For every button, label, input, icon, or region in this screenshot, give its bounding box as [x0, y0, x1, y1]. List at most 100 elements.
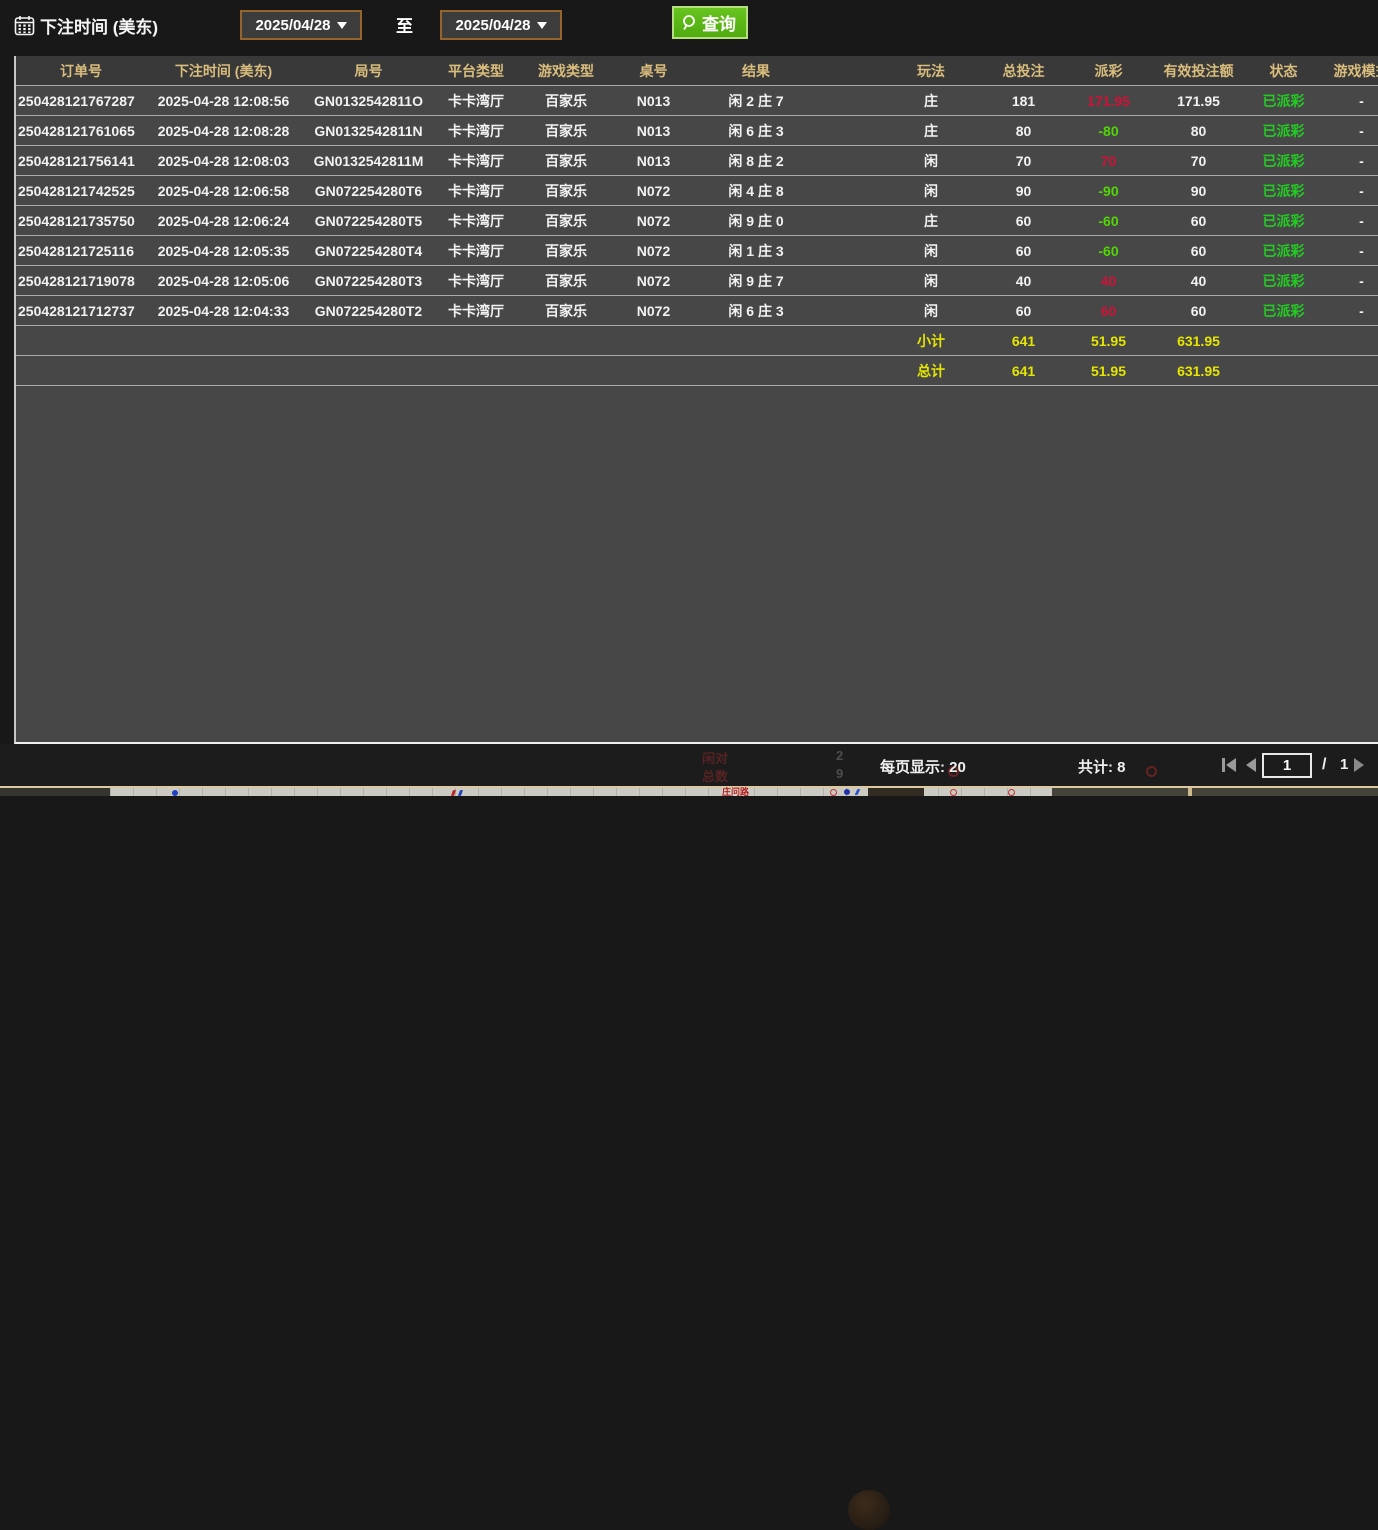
cell-payout: 60 — [1100, 302, 1117, 319]
cell-game-type: 百家乐 — [545, 212, 587, 229]
pagination-bar: 闲对 总数 2 9 每页显示: 20 共计: 8 / 1 — [0, 744, 1378, 1530]
cell-result: 闲 2 庄 7 — [728, 92, 784, 109]
cell-total-bet: 70 — [1015, 152, 1032, 169]
cell-order-id: 250428121719078 — [18, 272, 135, 289]
search-button-label: 查询 — [702, 15, 736, 34]
cell-bet-time: 2025-04-28 12:08:56 — [157, 92, 290, 109]
cell-total-bet: 60 — [1015, 212, 1032, 229]
cell-status: 已派彩 — [1262, 122, 1305, 139]
cell-valid-bet: 171.95 — [1177, 92, 1220, 109]
table-row: 250428121725116 2025-04-28 12:05:35 GN0722… — [16, 236, 1378, 266]
filter-title-label: 下注时间 (美东) — [40, 18, 159, 37]
cell-round-id: GN0132542811M — [313, 152, 424, 169]
underlying-dark-left — [0, 788, 110, 796]
table-body: 250428121767287 2025-04-28 12:08:56 GN0132… — [16, 86, 1378, 386]
total-row-value: 51.95 — [1090, 362, 1127, 379]
cell-platform: 卡卡湾厅 — [448, 272, 504, 289]
underlying-dark-block — [868, 788, 924, 796]
cell-play: 庄 — [924, 92, 938, 109]
table-row: 250428121761065 2025-04-28 12:08:28 GN0132… — [16, 116, 1378, 146]
cell-game-type: 百家乐 — [545, 152, 587, 169]
page-title: 下注时间 (美东) — [14, 13, 158, 38]
cell-order-id: 250428121756141 — [18, 152, 135, 169]
cell-total-bet: 60 — [1015, 242, 1032, 259]
column-header: 游戏模式 — [1333, 62, 1378, 79]
cell-total-bet: 90 — [1015, 182, 1032, 199]
column-header: 结果 — [742, 62, 770, 79]
cell-status: 已派彩 — [1262, 152, 1305, 169]
column-header: 有效投注额 — [1163, 62, 1234, 79]
cell-total-bet: 40 — [1015, 272, 1032, 289]
cell-valid-bet: 60 — [1190, 302, 1207, 319]
cell-game-type: 百家乐 — [545, 242, 587, 259]
cell-platform: 卡卡湾厅 — [448, 302, 504, 319]
column-header: 局号 — [354, 62, 383, 79]
cell-table-no: N072 — [636, 242, 671, 259]
cell-round-id: GN072254280T4 — [314, 242, 423, 259]
table-row: 250428121735750 2025-04-28 12:06:24 GN0722… — [16, 206, 1378, 236]
total-row-value: 631.95 — [1177, 362, 1220, 379]
cell-round-id: GN072254280T5 — [314, 212, 423, 229]
cell-platform: 卡卡湾厅 — [448, 122, 504, 139]
total-pages-label: 1 — [1340, 756, 1349, 773]
date-to-value: 2025/04/28 — [455, 16, 531, 34]
cell-valid-bet: 70 — [1190, 152, 1207, 169]
cell-total-bet: 60 — [1015, 302, 1032, 319]
cell-game-mode: - — [1359, 242, 1364, 259]
page-number-input[interactable] — [1262, 753, 1312, 778]
cell-payout: 40 — [1100, 272, 1117, 289]
cell-table-no: N072 — [636, 272, 671, 289]
per-page-label: 每页显示: 20 — [880, 759, 966, 776]
column-header: 派彩 — [1094, 62, 1123, 79]
column-header: 状态 — [1269, 62, 1298, 79]
cell-round-id: GN072254280T3 — [314, 272, 423, 289]
cell-table-no: N072 — [636, 182, 671, 199]
first-page-button[interactable] — [1226, 758, 1236, 772]
cell-order-id: 250428121742525 — [18, 182, 135, 199]
cell-valid-bet: 90 — [1190, 182, 1207, 199]
search-icon — [681, 14, 699, 32]
date-to-picker[interactable]: 2025/04/28 — [440, 10, 562, 40]
cell-bet-time: 2025-04-28 12:06:58 — [157, 182, 290, 199]
cell-game-type: 百家乐 — [545, 182, 587, 199]
cell-bet-time: 2025-04-28 12:05:06 — [157, 272, 290, 289]
bleed-count-value: 9 — [836, 766, 844, 781]
table-header-row: 订单号 下注时间 (美东) 局号 平台类型 游戏类型 桌号 结果 玩法 总投注 派彩 有效投注额 状态… — [16, 56, 1378, 86]
cell-result: 闲 6 庄 3 — [728, 122, 784, 139]
date-from-picker[interactable]: 2025/04/28 — [240, 10, 362, 40]
cell-payout: -90 — [1098, 182, 1119, 199]
cell-result: 闲 9 庄 0 — [728, 212, 784, 229]
cell-game-type: 百家乐 — [545, 272, 587, 289]
chevron-down-icon — [536, 21, 547, 29]
cell-bet-time: 2025-04-28 12:04:33 — [157, 302, 290, 319]
search-button[interactable]: 查询 — [672, 6, 748, 39]
underlying-tan-divider — [1188, 788, 1192, 796]
bleed-pair-value: 2 — [836, 748, 844, 763]
cell-order-id: 250428121767287 — [18, 92, 135, 109]
bleed-wheel-shape — [848, 1490, 890, 1530]
cell-result: 闲 8 庄 2 — [728, 152, 784, 169]
cell-payout: 70 — [1100, 152, 1117, 169]
prev-page-button[interactable] — [1246, 758, 1256, 772]
underlying-page-strip: 庄问路 — [0, 786, 1378, 797]
subtotal-row: 小计 641 51.95 631.95 — [16, 326, 1378, 356]
column-header: 桌号 — [639, 62, 668, 79]
cell-round-id: GN072254280T2 — [314, 302, 423, 319]
cell-status: 已派彩 — [1262, 92, 1305, 109]
total-row-value: 总计 — [917, 362, 945, 379]
first-page-icon[interactable] — [1222, 758, 1225, 772]
bleed-ring-shape — [1146, 766, 1157, 777]
cell-play: 闲 — [924, 302, 938, 319]
next-page-button[interactable] — [1354, 758, 1364, 772]
cell-bet-time: 2025-04-28 12:08:28 — [157, 122, 290, 139]
cell-play: 闲 — [924, 242, 938, 259]
cell-platform: 卡卡湾厅 — [448, 182, 504, 199]
bet-history-table: 订单号 下注时间 (美东) 局号 平台类型 游戏类型 桌号 结果 玩法 总投注 派彩 有效投注额 状态… — [14, 56, 1378, 744]
cell-platform: 卡卡湾厅 — [448, 212, 504, 229]
column-header: 游戏类型 — [538, 62, 594, 79]
cell-game-type: 百家乐 — [545, 122, 587, 139]
bleed-count-label: 总数 — [702, 769, 729, 784]
column-header: 玩法 — [917, 62, 945, 79]
cell-valid-bet: 60 — [1190, 242, 1207, 259]
cell-play: 庄 — [924, 212, 938, 229]
